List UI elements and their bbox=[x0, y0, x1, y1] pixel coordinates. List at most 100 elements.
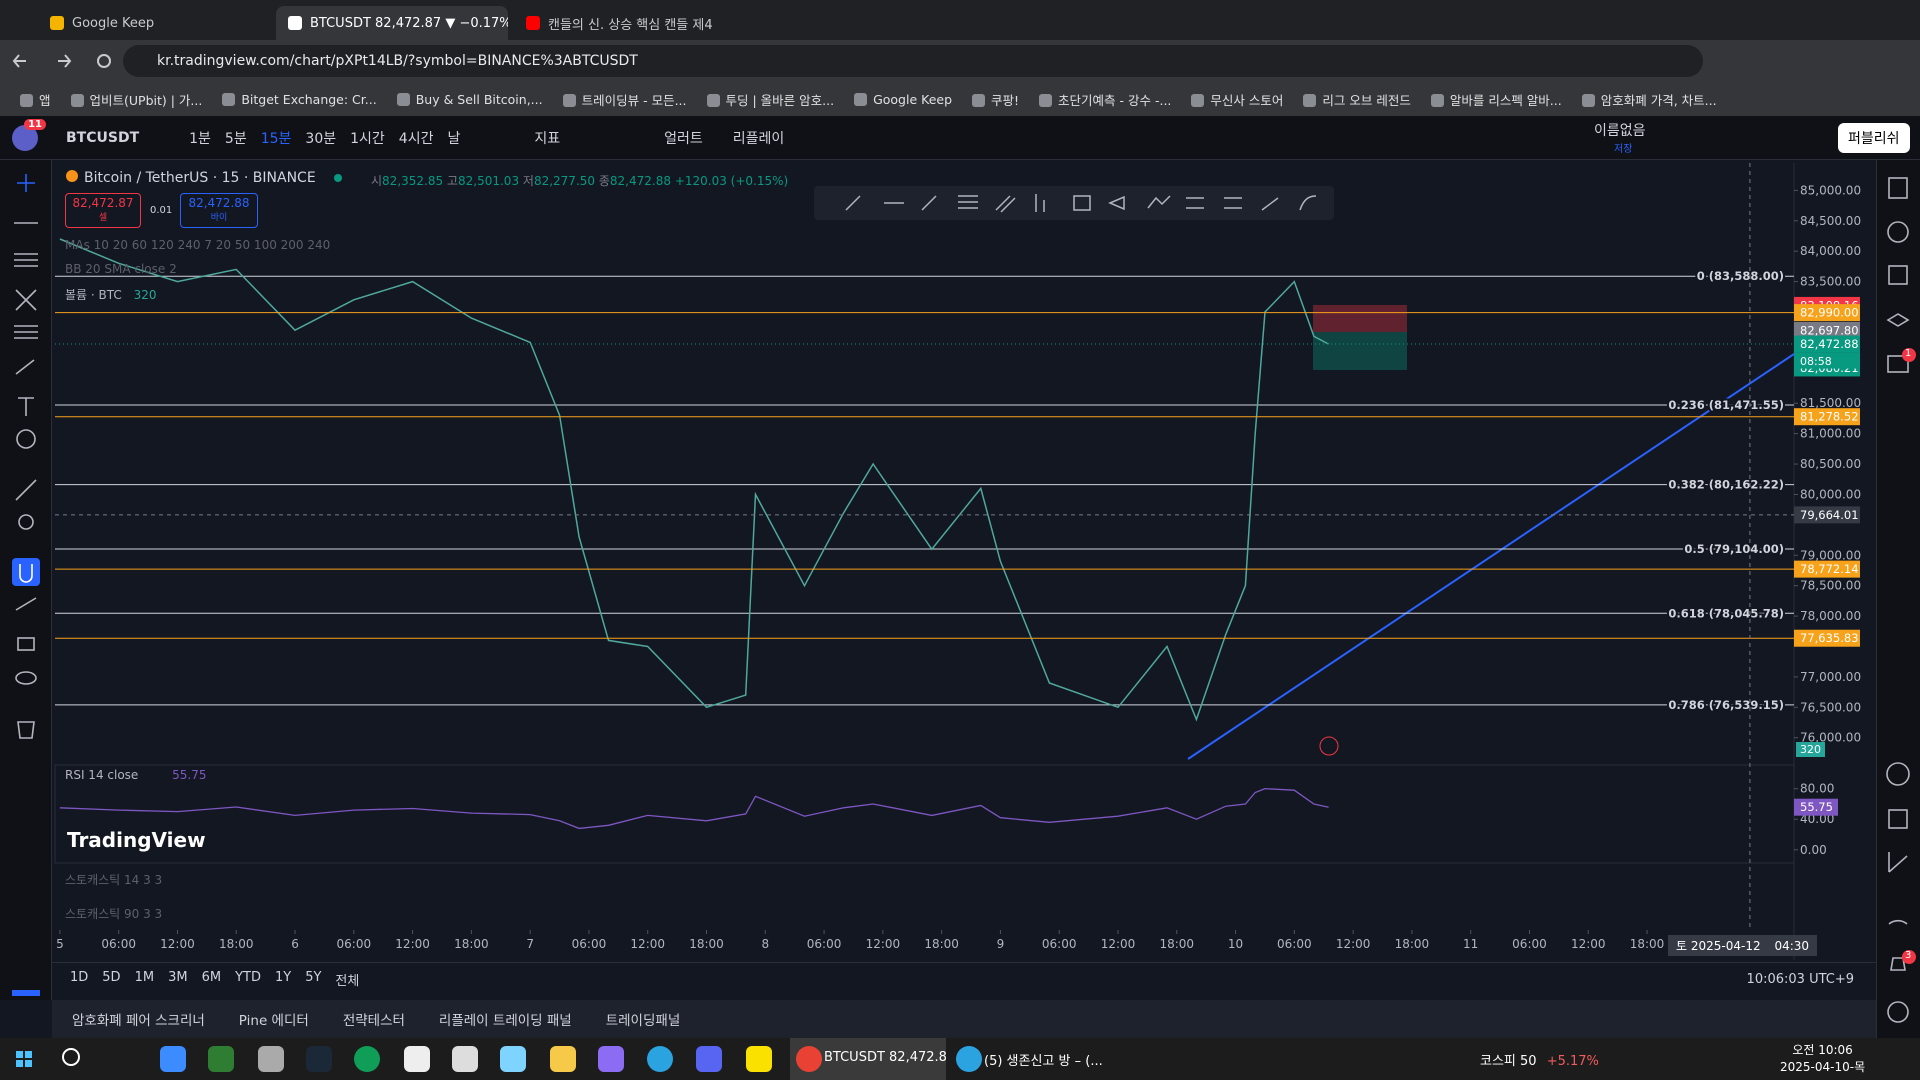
replay-button[interactable]: 리플레이 bbox=[732, 130, 785, 147]
x-tick-label: 12:00 bbox=[395, 937, 430, 951]
range[interactable]: 6M bbox=[201, 970, 222, 985]
bookmark[interactable]: 투딩 | 올바른 암호... bbox=[707, 90, 835, 109]
bookmark[interactable]: Google Keep bbox=[854, 92, 952, 107]
badge: 3 bbox=[1905, 950, 1912, 961]
url[interactable]: kr.tradingview.com/chart/pXPt14LB/?symbo… bbox=[123, 45, 1703, 77]
indicators-button[interactable]: 지표 bbox=[534, 130, 561, 147]
price-label: 78,772.14 bbox=[1800, 562, 1859, 576]
y-tick-label: 81,000.00 bbox=[1800, 427, 1861, 441]
range[interactable]: 3M bbox=[168, 970, 188, 985]
y-tick-label: 77,000.00 bbox=[1800, 670, 1861, 684]
task-app[interactable]: (5) 생존신고 방 – (... bbox=[950, 1038, 1106, 1080]
indicator-legend[interactable]: MAs 10 20 60 120 240 7 20 50 100 200 240 bbox=[65, 238, 331, 252]
fib-label: 0.236 (81,471.55) bbox=[1668, 398, 1784, 412]
taskbar: BTCUSDT 82,472.8... (5) 생존신고 방 – (... 코스… bbox=[0, 1038, 1920, 1080]
badge-dot bbox=[1902, 348, 1916, 362]
bookmark[interactable]: 알바를 리스펙 알바... bbox=[1431, 90, 1562, 109]
clock-time: 오전 10:06 bbox=[1792, 1043, 1853, 1057]
y-tick-label: 78,000.00 bbox=[1800, 609, 1861, 623]
panel-tab[interactable]: Pine 에디터 bbox=[238, 1013, 309, 1029]
fib-label: 0.786 (76,539.15) bbox=[1668, 698, 1784, 712]
panel-tab[interactable]: 암호화폐 페어 스크리너 bbox=[72, 1013, 205, 1029]
x-tick-label: 6 bbox=[291, 937, 299, 951]
bookmark[interactable]: 암호화폐 가격, 차트... bbox=[1582, 90, 1717, 109]
alerts-button[interactable]: 얼러트 bbox=[664, 130, 703, 147]
system-clock[interactable]: 오전 10:06 2025-04-10-목 bbox=[1780, 1042, 1865, 1076]
symbol[interactable]: BTCUSDT bbox=[66, 129, 140, 146]
x-tick-label: 12:00 bbox=[1101, 937, 1136, 951]
symbol-name: Bitcoin / TetherUS · 15 · BINANCE bbox=[84, 170, 316, 186]
task-app[interactable]: BTCUSDT 82,472.8... bbox=[790, 1038, 946, 1080]
tool-icons[interactable] bbox=[0, 160, 52, 1000]
crosshair-time: 토 2025-04-12 04:30 bbox=[1668, 935, 1818, 956]
bookmark[interactable]: 초단기예측 - 강수 -... bbox=[1039, 90, 1171, 109]
volume-value: 320 bbox=[133, 288, 157, 302]
publish-button[interactable]: 퍼블리쉬 bbox=[1838, 123, 1910, 153]
clock: 10:06:03 UTC+9 bbox=[1746, 972, 1854, 987]
panel-tab[interactable]: 전략테스터 bbox=[342, 1013, 405, 1029]
range[interactable]: 5Y bbox=[305, 970, 322, 985]
buy-button[interactable]: 82,472.88 바이 bbox=[180, 193, 258, 228]
bookmark[interactable]: 무신사 스토어 bbox=[1191, 90, 1283, 109]
sidebar-icons[interactable] bbox=[1877, 160, 1920, 1038]
range[interactable]: 1Y bbox=[274, 970, 292, 985]
sell-button[interactable]: 82,472.87 셀 bbox=[65, 193, 141, 228]
fib-label: 0 (83,588.00) bbox=[1697, 269, 1784, 283]
stoch-legend[interactable]: 스토캐스틱 14 3 3 bbox=[65, 873, 163, 887]
bookmark[interactable]: 업비트(UPbit) | 가... bbox=[71, 90, 203, 109]
bookmark[interactable]: Bitget Exchange: Cr... bbox=[222, 92, 376, 107]
bookmark[interactable]: 리그 오브 레전드 bbox=[1303, 90, 1410, 109]
tab[interactable]: BTCUSDT 82,472.87 ▼ −0.17% bbox=[276, 6, 508, 40]
rsi-legend[interactable]: RSI 14 close 55.75 bbox=[65, 768, 207, 782]
x-tick-label: 11 bbox=[1463, 937, 1478, 951]
tab[interactable]: 캔들의 신. 상승 핵심 캔들 제4 bbox=[514, 6, 746, 40]
stoch-legend[interactable]: 스토캐스틱 90 3 3 bbox=[65, 907, 163, 921]
bookmark[interactable]: 앱 bbox=[20, 90, 51, 109]
price-label-box bbox=[1794, 408, 1860, 426]
x-tick-label: 06:00 bbox=[1277, 937, 1312, 951]
panel-tab[interactable]: 트레이딩패널 bbox=[605, 1013, 681, 1029]
indicator-legend[interactable]: BB 20 SMA close 2 bbox=[65, 262, 177, 276]
symbol-title: Bitcoin / TetherUS · 15 · BINANCE bbox=[66, 170, 342, 186]
buy-price: 82,472.88 bbox=[188, 196, 250, 210]
bookmark[interactable]: 트레이딩뷰 - 모든... bbox=[563, 90, 687, 109]
bookmark[interactable]: Buy & Sell Bitcoin,... bbox=[397, 92, 543, 107]
interval[interactable]: 30분 bbox=[305, 130, 337, 147]
x-tick-label: 18:00 bbox=[1159, 937, 1194, 951]
x-tick-label: 18:00 bbox=[1395, 937, 1430, 951]
ohlc-value: 82,472.88 bbox=[609, 174, 671, 188]
clock-date: 2025-04-10-목 bbox=[1780, 1060, 1866, 1074]
app-icon bbox=[796, 1046, 822, 1072]
interval[interactable]: 5분 bbox=[224, 130, 247, 147]
layout-name[interactable]: 이름없음 bbox=[1594, 123, 1646, 139]
ohlc-value: 82,501.03 bbox=[458, 174, 520, 188]
intervals: 1분 5분 15분 30분 1시간 4시간 날 bbox=[189, 128, 460, 148]
nav-buttons[interactable] bbox=[12, 50, 112, 72]
range-bar: 1D 5D 1M 3M 6M YTD 1Y 5Y 전체 10:06:03 UTC+9 bbox=[52, 962, 1876, 996]
volume-legend[interactable]: 볼륨 · BTC 320 bbox=[65, 286, 157, 303]
interval[interactable]: 1시간 bbox=[350, 130, 385, 147]
x-tick-label: 06:00 bbox=[337, 937, 372, 951]
taskbar-icons[interactable] bbox=[0, 1038, 820, 1080]
range[interactable]: 1D bbox=[70, 970, 89, 985]
avatar[interactable]: 11 bbox=[12, 118, 46, 151]
x-tick-label: 06:00 bbox=[807, 937, 842, 951]
interval[interactable]: 4시간 bbox=[398, 130, 434, 147]
stock-name: 코스피 50 bbox=[1480, 1054, 1537, 1069]
interval[interactable]: 1분 bbox=[189, 130, 211, 147]
bookmark[interactable]: 쿠팡! bbox=[972, 90, 1019, 109]
tab-title: BTCUSDT 82,472.87 ▼ −0.17% bbox=[310, 15, 508, 31]
drawing-toolbar bbox=[0, 160, 52, 1000]
stock-widget[interactable]: 코스피 50 +5.17% bbox=[1480, 1050, 1599, 1069]
range[interactable]: 1M bbox=[134, 970, 155, 985]
price-label-box bbox=[1794, 335, 1860, 353]
ranges: 1D 5D 1M 3M 6M YTD 1Y 5Y 전체 bbox=[70, 970, 359, 989]
range[interactable]: 5D bbox=[102, 970, 121, 985]
interval[interactable]: 날 bbox=[447, 130, 461, 147]
range[interactable]: YTD bbox=[235, 970, 261, 985]
panel-tab[interactable]: 리플레이 트레이딩 패널 bbox=[438, 1013, 572, 1029]
range[interactable]: 전체 bbox=[335, 974, 360, 989]
interval[interactable]: 15분 bbox=[260, 130, 292, 147]
x-tick-label: 7 bbox=[526, 937, 534, 951]
tab[interactable]: Google Keep bbox=[38, 6, 270, 40]
